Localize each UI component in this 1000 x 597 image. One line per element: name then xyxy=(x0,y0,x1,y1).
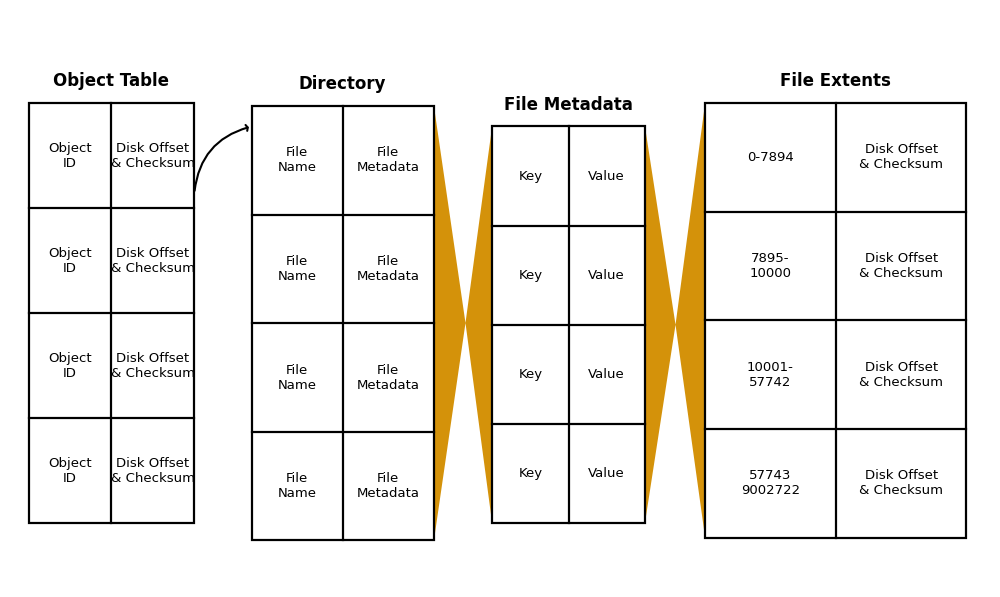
Text: Object Table: Object Table xyxy=(53,72,169,90)
Text: Object
ID: Object ID xyxy=(48,141,92,170)
Text: Disk Offset
& Checksum: Disk Offset & Checksum xyxy=(111,457,195,485)
Text: Value: Value xyxy=(588,368,625,381)
Text: Disk Offset
& Checksum: Disk Offset & Checksum xyxy=(111,247,195,275)
Text: Disk Offset
& Checksum: Disk Offset & Checksum xyxy=(859,143,943,171)
Text: File
Name: File Name xyxy=(278,255,317,283)
Text: Key: Key xyxy=(518,368,542,381)
Text: File
Metadata: File Metadata xyxy=(357,472,420,500)
Bar xyxy=(492,127,645,523)
Text: Key: Key xyxy=(518,170,542,183)
Text: Disk Offset
& Checksum: Disk Offset & Checksum xyxy=(859,469,943,497)
Text: File
Metadata: File Metadata xyxy=(357,255,420,283)
Text: 57743
9002722: 57743 9002722 xyxy=(741,469,800,497)
Text: Key: Key xyxy=(518,467,542,480)
Text: File
Metadata: File Metadata xyxy=(357,364,420,392)
Text: Object
ID: Object ID xyxy=(48,247,92,275)
Text: File
Name: File Name xyxy=(278,472,317,500)
Text: Object
ID: Object ID xyxy=(48,352,92,380)
Text: Directory: Directory xyxy=(299,75,386,93)
Text: File
Name: File Name xyxy=(278,364,317,392)
Text: Disk Offset
& Checksum: Disk Offset & Checksum xyxy=(859,361,943,389)
Text: Disk Offset
& Checksum: Disk Offset & Checksum xyxy=(111,141,195,170)
Text: Value: Value xyxy=(588,467,625,480)
Text: File Metadata: File Metadata xyxy=(504,96,633,113)
Text: Object
ID: Object ID xyxy=(48,457,92,485)
Text: 7895-
10000: 7895- 10000 xyxy=(749,252,791,280)
Polygon shape xyxy=(434,106,492,540)
Bar xyxy=(705,103,966,537)
Bar xyxy=(29,103,194,523)
Text: File
Metadata: File Metadata xyxy=(357,146,420,174)
Text: File Extents: File Extents xyxy=(780,72,891,90)
Bar xyxy=(252,106,434,540)
Text: 10001-
57742: 10001- 57742 xyxy=(747,361,794,389)
Text: Disk Offset
& Checksum: Disk Offset & Checksum xyxy=(111,352,195,380)
Text: File
Name: File Name xyxy=(278,146,317,174)
Text: Value: Value xyxy=(588,269,625,282)
Text: Key: Key xyxy=(518,269,542,282)
Text: 0-7894: 0-7894 xyxy=(747,151,794,164)
Polygon shape xyxy=(645,103,705,537)
Text: Disk Offset
& Checksum: Disk Offset & Checksum xyxy=(859,252,943,280)
Text: Value: Value xyxy=(588,170,625,183)
